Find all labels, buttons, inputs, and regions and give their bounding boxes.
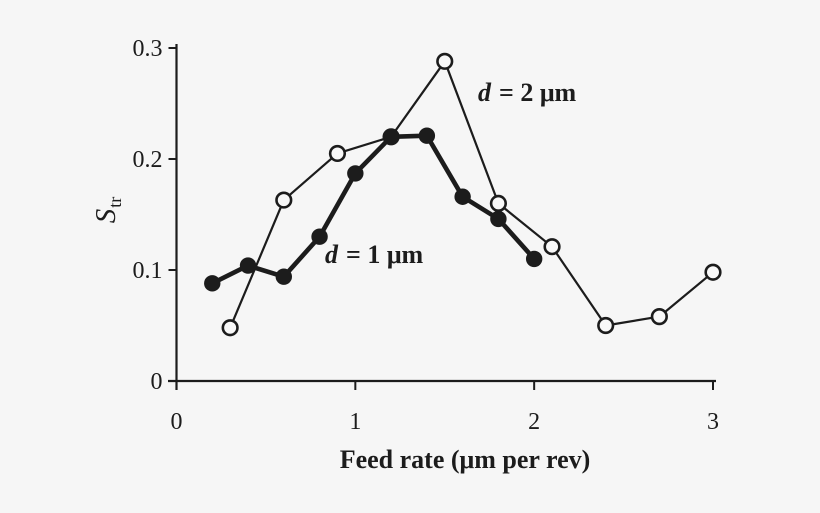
data-point-filled-circle xyxy=(418,127,436,144)
data-point-filled-circle xyxy=(454,188,471,205)
series-line-d1 xyxy=(210,133,537,286)
series-label-d2-text: = 2 μm xyxy=(499,78,577,107)
x-tick-label: 2 xyxy=(528,409,540,435)
y-tick-label: 0.3 xyxy=(133,36,163,62)
x-axis-title: Feed rate (μm per rev) xyxy=(340,445,591,474)
plot-series xyxy=(204,52,722,337)
data-point-open-circle xyxy=(275,191,293,209)
series-label-d1: d = 1 μm xyxy=(325,240,424,269)
data-point-filled-circle xyxy=(525,250,543,268)
y-tick-label: 0 xyxy=(151,369,163,395)
x-tick-label: 1 xyxy=(349,409,361,435)
series-label-d1-text: = 1 μm xyxy=(346,240,424,269)
y-axis-title: Str xyxy=(90,197,125,224)
data-point-filled-circle xyxy=(204,275,221,292)
series-label-d2: d = 2 μm xyxy=(478,78,577,107)
series-label-d2-variable: d xyxy=(478,78,492,107)
data-point-open-circle xyxy=(597,316,615,335)
series-label-d1-variable: d xyxy=(325,240,339,269)
y-tick-label: 0.1 xyxy=(133,258,163,284)
series-line-d2 xyxy=(229,60,715,329)
axes: 0 0.1 0.2 0.3 0 1 2 3 xyxy=(133,36,720,435)
y-axis-title-base: S xyxy=(90,208,122,223)
data-point-open-circle xyxy=(436,52,454,70)
data-point-filled-circle xyxy=(239,257,257,274)
data-point-filled-circle xyxy=(275,268,292,285)
x-tick-label: 3 xyxy=(707,409,719,435)
data-point-open-circle xyxy=(221,319,239,337)
y-tick-label: 0.2 xyxy=(133,147,163,173)
x-tick-label: 0 xyxy=(171,409,183,435)
data-point-open-circle xyxy=(650,308,668,326)
data-point-open-circle xyxy=(489,194,508,212)
data-point-filled-circle xyxy=(382,128,400,145)
y-axis-title-subscript: tr xyxy=(105,197,125,208)
data-point-open-circle xyxy=(704,263,722,281)
data-point-filled-circle xyxy=(347,165,364,182)
data-point-filled-circle xyxy=(490,210,507,228)
data-point-open-circle xyxy=(543,238,561,256)
data-point-filled-circle xyxy=(311,228,328,245)
data-point-open-circle xyxy=(328,144,347,163)
